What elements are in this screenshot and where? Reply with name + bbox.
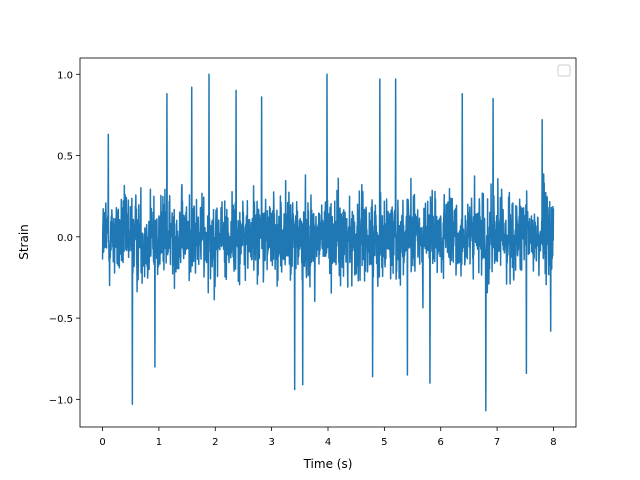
x-tick-label: 6	[438, 437, 444, 448]
y-axis-label: Strain	[17, 224, 31, 260]
y-tick-label: 1.0	[57, 70, 73, 81]
x-tick-label: 8	[550, 437, 556, 448]
x-tick-label: 7	[494, 437, 500, 448]
x-tick-label: 4	[325, 437, 331, 448]
y-tick-label: 0.5	[57, 152, 73, 163]
y-tick-label: −1.0	[49, 395, 73, 406]
legend-box	[557, 64, 571, 77]
x-tick-label: 1	[156, 437, 162, 448]
x-axis: 0 1 2 3 4 5 6 7 8	[99, 427, 557, 448]
y-tick-label: −0.5	[49, 314, 73, 325]
x-tick-label: 0	[99, 437, 105, 448]
x-axis-label: Time (s)	[303, 457, 353, 471]
x-tick-label: 3	[268, 437, 274, 448]
series-layer	[101, 73, 555, 412]
y-tick-label: 0.0	[57, 233, 73, 244]
x-tick-label: 5	[381, 437, 387, 448]
y-axis: −1.0 −0.5 0.0 0.5 1.0	[49, 70, 80, 406]
x-tick-label: 2	[212, 437, 218, 448]
strain-series-line	[101, 73, 555, 412]
